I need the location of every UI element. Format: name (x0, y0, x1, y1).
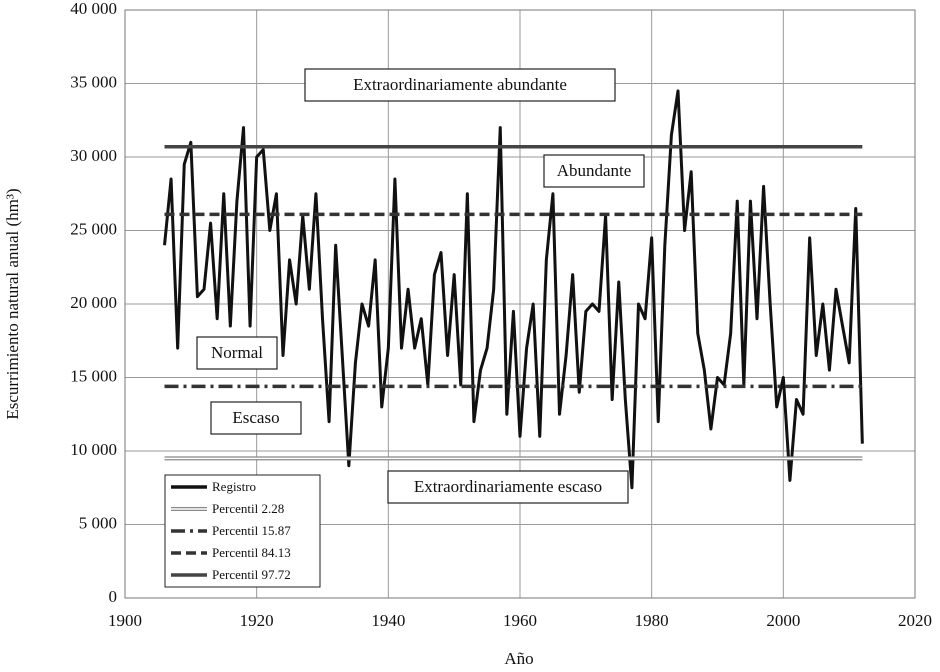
annotation-box (304, 68, 616, 102)
annotation: Escaso (232, 408, 279, 427)
x-tick-label: 2000 (766, 611, 800, 630)
x-tick-label: 1960 (503, 611, 537, 630)
annotation: Extraordinariamente abundante (353, 75, 567, 94)
annotation: Extraordinariamente escaso (414, 477, 602, 496)
legend-label: Percentil 97.72 (212, 567, 291, 582)
annotation: Abundante (557, 161, 632, 180)
x-tick-label: 1980 (635, 611, 669, 630)
y-axis-label: Escurrimiento natural anual (hm³) (3, 188, 22, 419)
x-tick-label: 1900 (108, 611, 142, 630)
x-tick-label: 1920 (240, 611, 274, 630)
x-tick-label: 1940 (371, 611, 405, 630)
annotation: Normal (211, 343, 263, 362)
legend-label: Percentil 84.13 (212, 545, 291, 560)
plot-frame (124, 9, 916, 599)
y-tick-label: 30 000 (70, 146, 117, 165)
annotation-box (387, 470, 629, 504)
legend-box (164, 474, 321, 588)
y-tick-label: 25 000 (70, 219, 117, 238)
annotation-box (196, 336, 278, 370)
x-tick-label: 2020 (898, 611, 932, 630)
y-tick-label: 20 000 (70, 293, 117, 312)
annotation-box (210, 401, 302, 435)
series-line (163, 89, 864, 490)
y-tick-label: 10 000 (70, 440, 117, 459)
y-tick-label: 15 000 (70, 366, 117, 385)
y-tick-label: 0 (109, 587, 118, 606)
annotation-box (543, 154, 645, 188)
y-tick-label: 35 000 (70, 72, 117, 91)
legend-label: Percentil 15.87 (212, 523, 291, 538)
x-axis-label: Año (504, 649, 533, 668)
legend-label: Percentil 2.28 (212, 501, 284, 516)
y-tick-label: 5 000 (79, 513, 117, 532)
legend-label: Registro (212, 479, 256, 494)
y-tick-label: 40 000 (70, 0, 117, 18)
